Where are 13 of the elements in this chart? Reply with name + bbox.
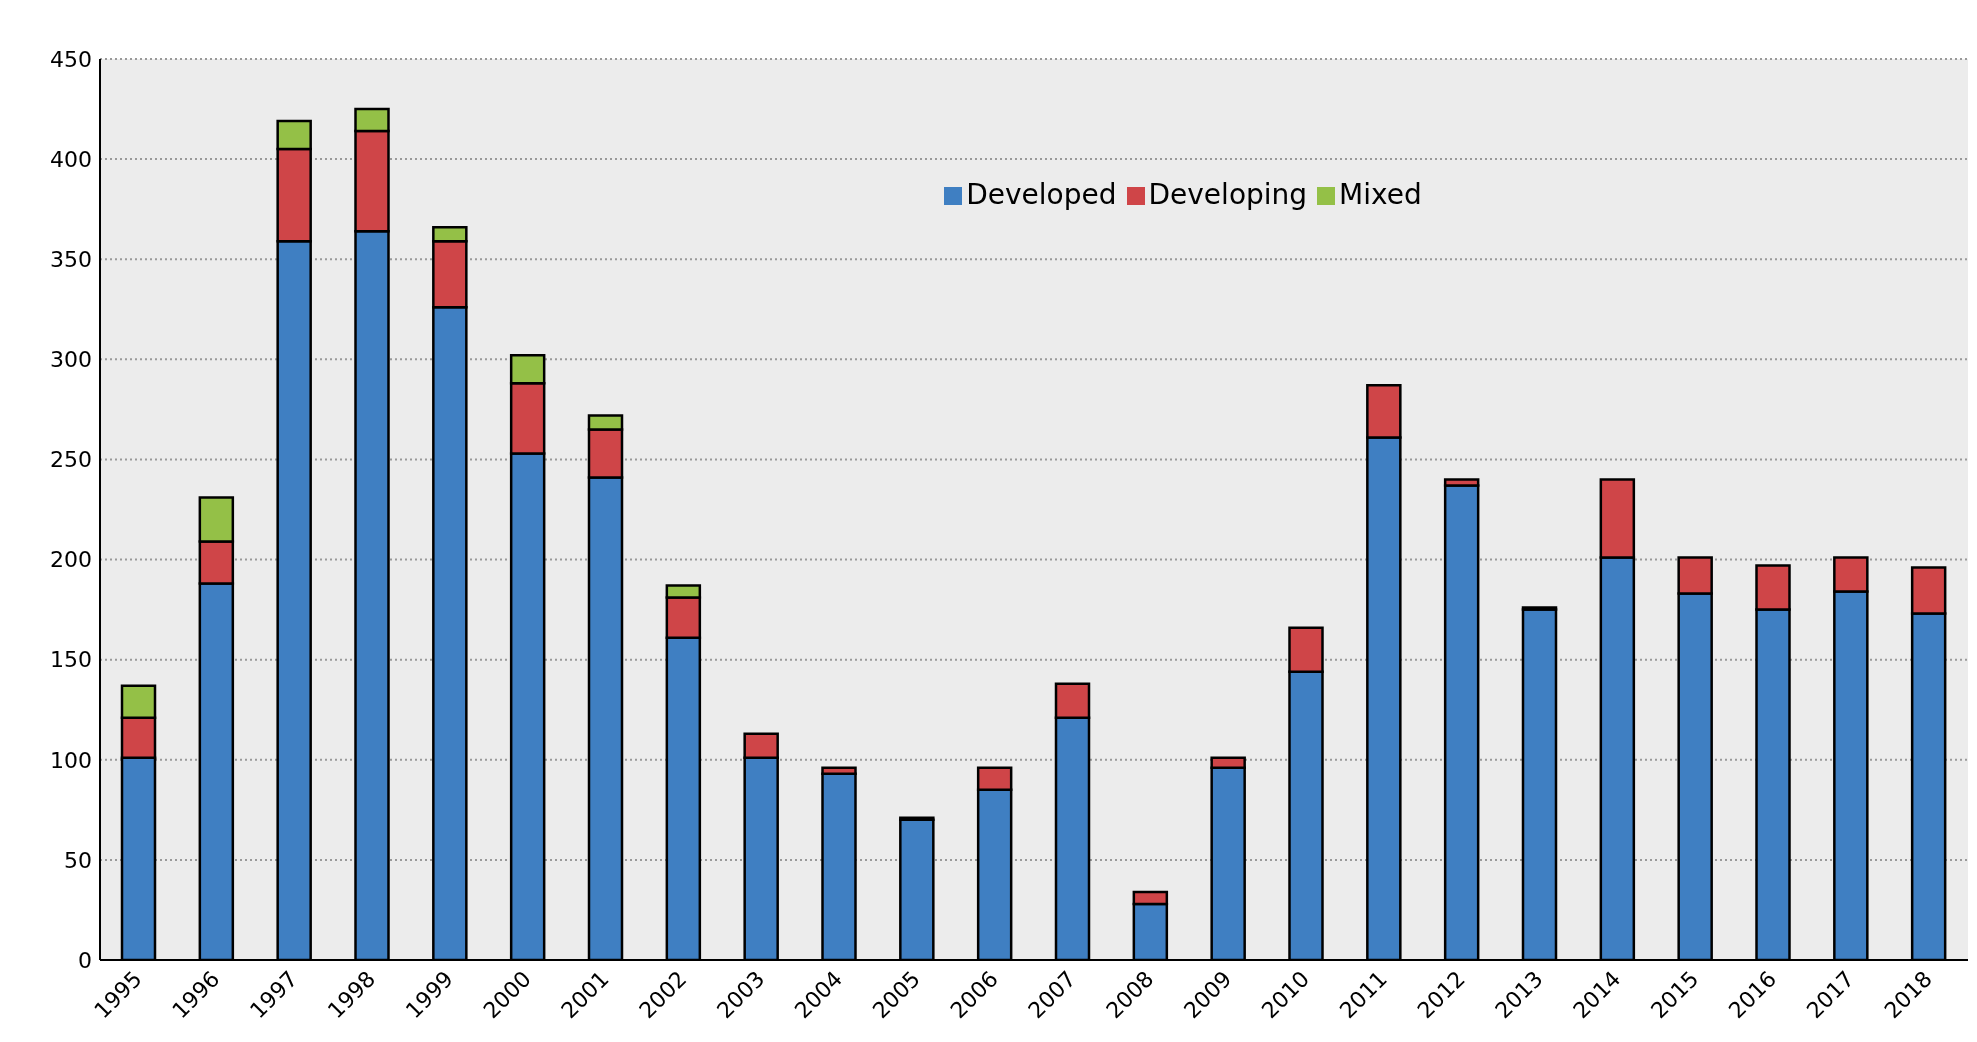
y-tick-label: 200	[50, 547, 92, 573]
legend-label: Developed	[966, 178, 1117, 211]
y-tick-label: 450	[50, 46, 92, 72]
y-tick-label: 0	[78, 947, 92, 973]
legend-label: Developing	[1148, 178, 1308, 211]
y-tick-label: 300	[50, 347, 92, 373]
y-tick-label: 350	[50, 247, 92, 273]
y-tick-label: 400	[50, 146, 92, 172]
y-tick-label: 250	[50, 447, 92, 473]
y-tick-label: 100	[50, 747, 92, 773]
y-tick-label: 50	[64, 847, 92, 873]
legend-label: Mixed	[1339, 178, 1422, 211]
y-tick-label: 150	[50, 647, 92, 673]
